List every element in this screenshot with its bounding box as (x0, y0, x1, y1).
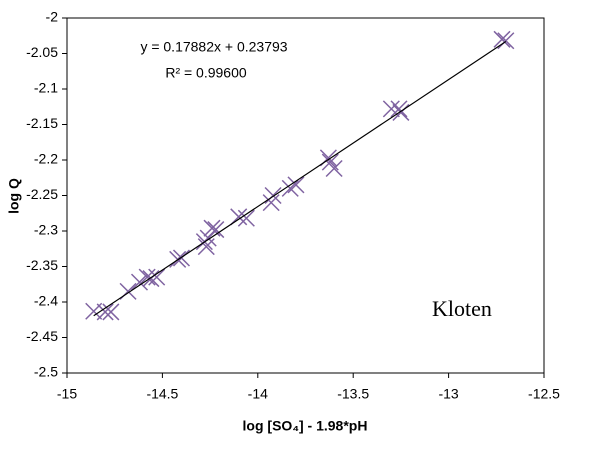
marker (281, 179, 299, 197)
x-tick-label: -14.5 (146, 386, 178, 402)
marker (142, 270, 160, 288)
x-tick-label: -14 (248, 386, 268, 402)
marker (96, 303, 114, 321)
y-tick-label: -2.4 (34, 293, 58, 309)
marker (325, 159, 343, 178)
y-tick-label: -2.2 (34, 151, 58, 167)
y-tick-label: -2.5 (34, 364, 58, 380)
y-tick-label: -2.35 (26, 257, 58, 273)
marker (207, 221, 225, 239)
y-tick-label: -2.1 (34, 80, 58, 96)
marker (390, 100, 408, 118)
marker (138, 268, 156, 286)
marker (237, 209, 255, 227)
x-axis-title: log [SO₄] - 1.98*pH (243, 418, 368, 434)
marker (264, 186, 282, 205)
trend-r-squared: R² = 0.99600 (165, 65, 247, 81)
y-tick-label: -2.05 (26, 44, 58, 60)
x-tick-label: -15 (57, 386, 77, 402)
marker (287, 176, 305, 194)
marker (497, 32, 515, 50)
marker (130, 273, 149, 291)
y-tick-label: -2.45 (26, 328, 58, 344)
x-tick-label: -13 (438, 386, 458, 402)
x-tick-label: -13.5 (337, 386, 369, 402)
trendline (93, 40, 507, 317)
marker (148, 268, 166, 286)
marker (262, 194, 280, 212)
y-tick-label: -2 (46, 9, 59, 25)
y-tick-label: -2.3 (34, 222, 58, 238)
marker (102, 303, 120, 321)
y-axis-title: log Q (6, 178, 22, 214)
y-tick-label: -2.15 (26, 115, 58, 131)
x-tick-label: -12.5 (528, 386, 560, 402)
marker (493, 30, 511, 48)
trend-equation: y = 0.17882x + 0.23793 (140, 39, 287, 55)
annotation: Kloten (432, 296, 492, 321)
y-tick-label: -2.25 (26, 186, 58, 202)
